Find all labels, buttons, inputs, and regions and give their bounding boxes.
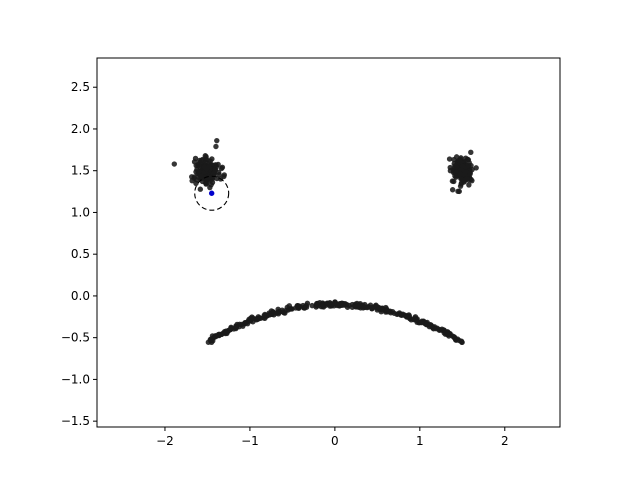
highlight-point <box>208 190 215 196</box>
right-eye-cluster-point <box>449 187 456 193</box>
left-eye-cluster-point <box>202 156 209 163</box>
left-eye-cluster-point <box>208 174 214 180</box>
mouth-arc-point <box>314 300 320 307</box>
mouth-arc-point <box>208 336 214 342</box>
right-eye-cluster-point <box>469 177 475 184</box>
x-tick-label: −2 <box>156 434 174 448</box>
right-eye-cluster-point <box>447 168 454 174</box>
right-eye-cluster-point <box>451 178 457 185</box>
right-eye-cluster-point <box>465 157 472 163</box>
y-tick-label: 0.0 <box>71 289 90 303</box>
mouth-arc-point <box>279 307 285 313</box>
mouth-arc-point <box>362 301 368 308</box>
left-eye-cluster-point <box>214 137 220 144</box>
left-eye-cluster-point <box>212 167 218 174</box>
y-tick-label: −0.5 <box>61 331 90 345</box>
left-eye-cluster-point <box>196 168 202 175</box>
mouth-arc-point <box>320 303 326 309</box>
axes-frame <box>96 57 561 428</box>
right-eye-cluster-point <box>452 173 458 179</box>
mouth-arc-point <box>222 328 228 335</box>
mouth-arc-point <box>303 304 310 310</box>
mouth-arc-point <box>413 317 420 323</box>
y-tick-label: −1.5 <box>61 414 90 428</box>
highlight-layer <box>194 175 230 211</box>
left-eye-cluster-point <box>189 178 195 184</box>
mouth-arc-point <box>233 323 239 330</box>
left-eye-cluster-point <box>193 180 199 187</box>
y-tick-label: −1.0 <box>61 372 90 386</box>
left-eye-cluster-point <box>213 143 219 150</box>
mouth-arc-point <box>398 312 404 318</box>
mouth-arc-point <box>453 337 459 343</box>
mouth-arc-point <box>244 320 251 327</box>
right-eye-cluster-point <box>473 165 479 171</box>
left-eye-cluster-point <box>191 159 198 165</box>
mouth-arc-point <box>250 315 256 321</box>
mouth-arc-point <box>445 331 451 337</box>
right-eye-cluster-point <box>463 176 470 182</box>
y-tick-label: 1.0 <box>71 205 90 219</box>
mouth-arc-point <box>289 306 295 312</box>
right-eye-cluster-point <box>468 162 474 169</box>
axis-ticks: −2 −1 0 1 2 −1.5 −1.0 −0.5 0.0 0.5 1.0 1.5 2.0 2.5 <box>61 80 509 448</box>
left-eye-cluster-point <box>206 164 212 170</box>
right-eye-cluster-point <box>466 182 472 188</box>
right-eye-cluster-point <box>453 164 459 170</box>
mouth-arc-point <box>346 302 352 309</box>
mouth-arc-point <box>262 311 268 318</box>
mouth-arc-point <box>423 321 430 327</box>
left-eye-cluster-point <box>171 161 178 167</box>
mouth-arc-point <box>440 327 446 334</box>
right-eye-cluster-point <box>460 163 466 169</box>
right-eye-cluster-point <box>468 149 474 156</box>
highlight-circle <box>194 175 230 211</box>
mouth-arc-point <box>368 305 375 311</box>
y-tick-label: 2.5 <box>71 80 90 94</box>
x-tick-label: 0 <box>331 434 339 448</box>
right-eye-cluster-point <box>455 188 461 195</box>
right-eye-cluster-point <box>457 158 463 164</box>
right-eye-cluster-point <box>446 156 453 162</box>
mouth-arc-point <box>295 304 301 310</box>
mouth-arc-point <box>274 310 280 316</box>
mouth-arc-point <box>355 304 362 310</box>
left-eye-cluster-point <box>219 164 226 171</box>
x-tick-label: −1 <box>241 434 259 448</box>
mouth-arc-point <box>228 325 234 331</box>
y-tick-label: 2.0 <box>71 122 90 136</box>
mouth-arc-point <box>376 305 383 311</box>
mouth-arc-point <box>324 300 331 306</box>
right-eye-cluster-point <box>467 170 473 176</box>
left-eye-cluster-point <box>197 186 204 192</box>
left-eye-cluster-point <box>208 181 214 188</box>
mouth-arc-point <box>309 302 315 309</box>
mouth-arc-point <box>331 300 337 307</box>
x-tick-label: 2 <box>501 434 509 448</box>
y-tick-label: 1.5 <box>71 164 90 178</box>
x-tick-label: 1 <box>416 434 424 448</box>
y-tick-label: 0.5 <box>71 247 90 261</box>
mouth-arc-point <box>212 333 218 339</box>
mouth-arc-point <box>405 313 412 320</box>
mouth-arc-point <box>386 308 392 315</box>
